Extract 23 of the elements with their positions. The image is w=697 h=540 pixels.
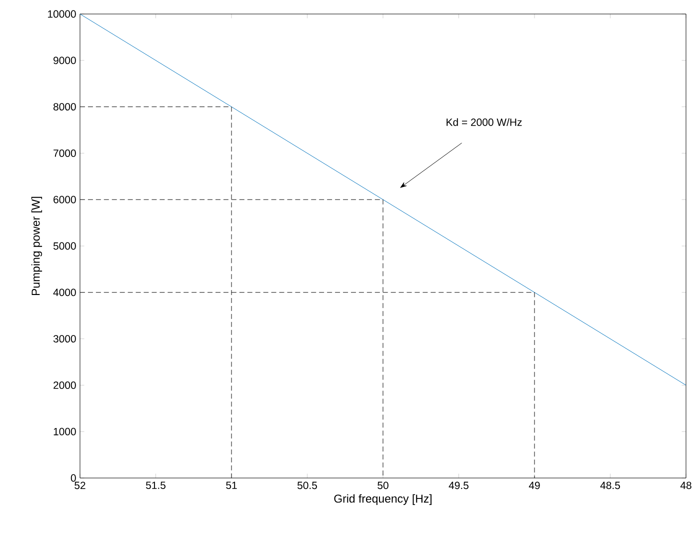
y-tick-label: 10000 [48,10,76,18]
x-tick-label: 49 [528,482,540,490]
x-axis-title: Grid frequency [Hz] [334,494,432,505]
y-tick-label: 9000 [54,56,76,64]
x-tick-label: 48 [680,482,692,490]
y-tick-label: 0 [70,474,76,482]
y-tick-label: 5000 [53,242,76,250]
y-tick-label: 1000 [54,428,76,436]
annotation: Kd = 2000 W/Hz [446,118,522,126]
x-tick-label: 48.5 [600,482,620,490]
x-tick-label: 51.5 [146,482,166,489]
y-tick-label: 4000 [53,288,76,296]
x-tick-label: 49.5 [448,482,468,490]
x-tick-label: 51 [226,482,237,489]
y-axis-title: Pumping power [W] [31,196,42,296]
y-tick-label: 3000 [53,335,76,343]
x-tick-label: 50.5 [297,482,317,490]
y-tick-label: 2000 [54,382,76,389]
y-tick-label: 7000 [54,150,76,157]
x-tick-label: 52 [74,482,86,490]
y-tick-label: 8000 [53,103,76,111]
x-tick-label: 50 [378,482,388,490]
y-tick-label: 6000 [54,196,76,204]
